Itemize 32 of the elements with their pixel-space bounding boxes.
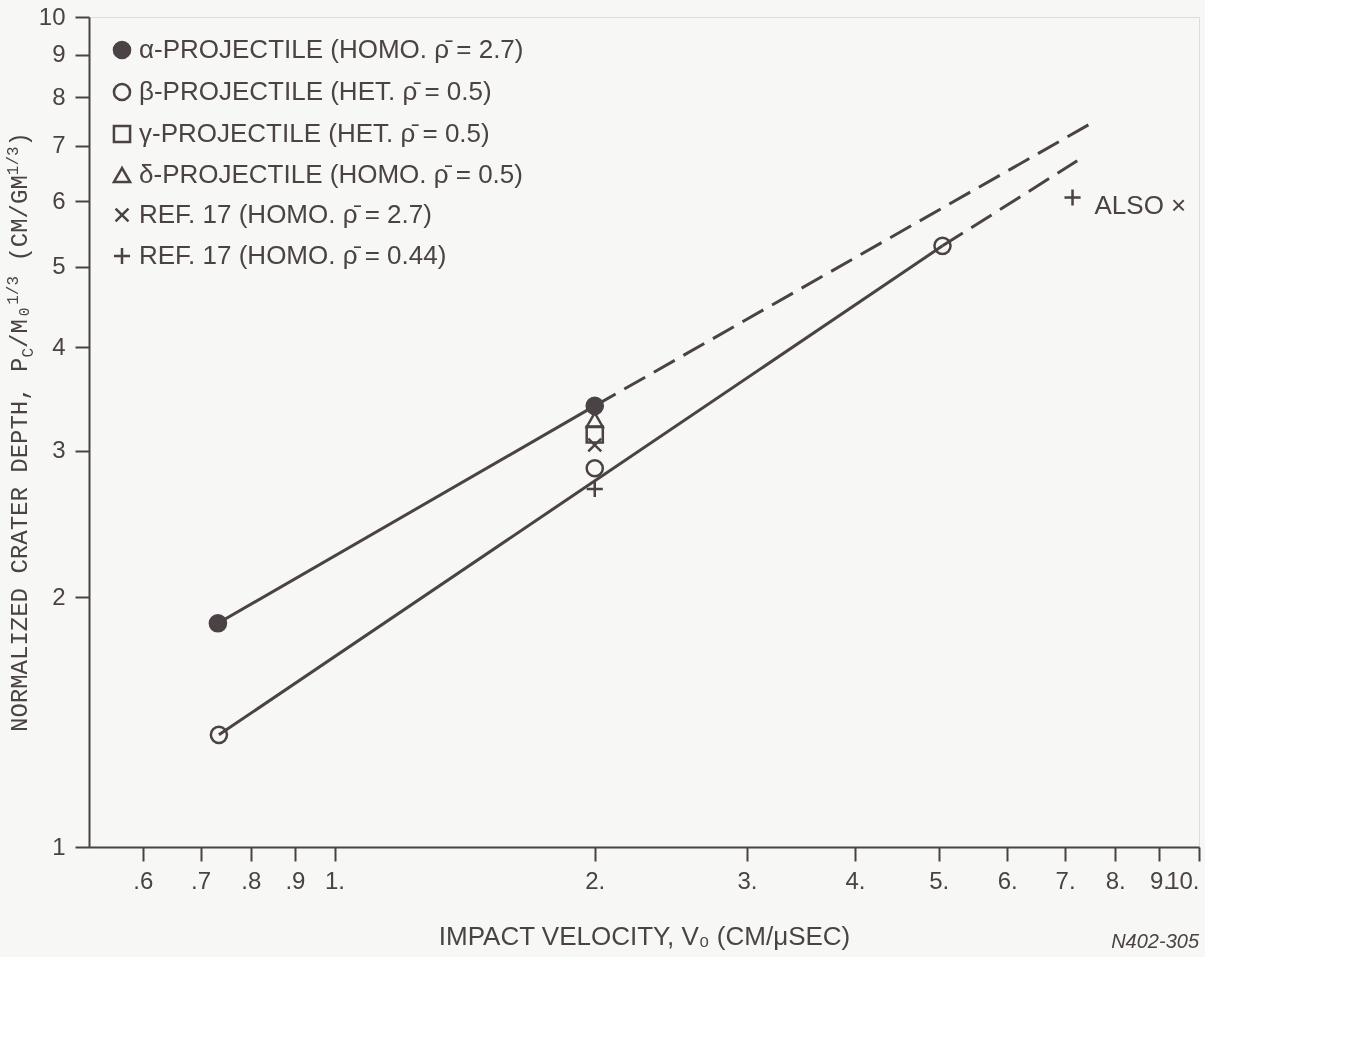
- y-tick-label: 5: [52, 252, 66, 280]
- x-tick-label: 5.: [929, 866, 950, 894]
- x-tick-label: .8: [241, 866, 262, 894]
- y-tick-label: 6: [52, 186, 66, 214]
- y-tick-label: 8: [52, 82, 66, 110]
- x-tick-label: 1.: [325, 866, 346, 894]
- x-tick-label: .7: [191, 866, 212, 894]
- y-tick-label: 1: [52, 832, 66, 860]
- y-tick-label: 9: [52, 40, 66, 68]
- x-tick-label: 7.: [1055, 866, 1076, 894]
- x-tick-label: 3.: [737, 866, 758, 894]
- x-tick-label: 6.: [997, 866, 1018, 894]
- y-tick-label: 3: [52, 436, 66, 464]
- x-axis-title: IMPACT VELOCITY, V₀ (CM/μSEC): [438, 920, 851, 951]
- legend-label: REF. 17 (HOMO. ρ̄ = 0.44): [139, 240, 447, 270]
- annotation: ALSO ×: [1094, 189, 1187, 220]
- legend-label: α-PROJECTILE (HOMO. ρ̄ = 2.7): [139, 34, 524, 64]
- legend-label: β-PROJECTILE (HET. ρ̄ = 0.5): [139, 76, 492, 106]
- legend-label: γ-PROJECTILE (HET. ρ̄ = 0.5): [139, 118, 490, 148]
- y-tick-label: 4: [52, 332, 66, 360]
- text: N402-305: [1111, 930, 1200, 952]
- legend-label: REF. 17 (HOMO. ρ̄ = 2.7): [139, 199, 432, 229]
- x-tick-label: .9: [285, 866, 306, 894]
- y-tick-label: 2: [52, 582, 66, 610]
- legend-label: δ-PROJECTILE (HOMO. ρ̄ = 0.5): [139, 159, 523, 189]
- y-tick-label: 10: [38, 2, 66, 30]
- x-tick-label: 8.: [1105, 866, 1126, 894]
- y-axis-title: NORMALIZED CRATER DEPTH, PC/M₀1/3 (CM/GM1/3): [5, 131, 38, 732]
- x-tick-label: 4.: [845, 866, 866, 894]
- x-tick-label: 2.: [585, 866, 606, 894]
- y-tick-label: 7: [52, 131, 66, 159]
- x-tick-label: .6: [133, 866, 154, 894]
